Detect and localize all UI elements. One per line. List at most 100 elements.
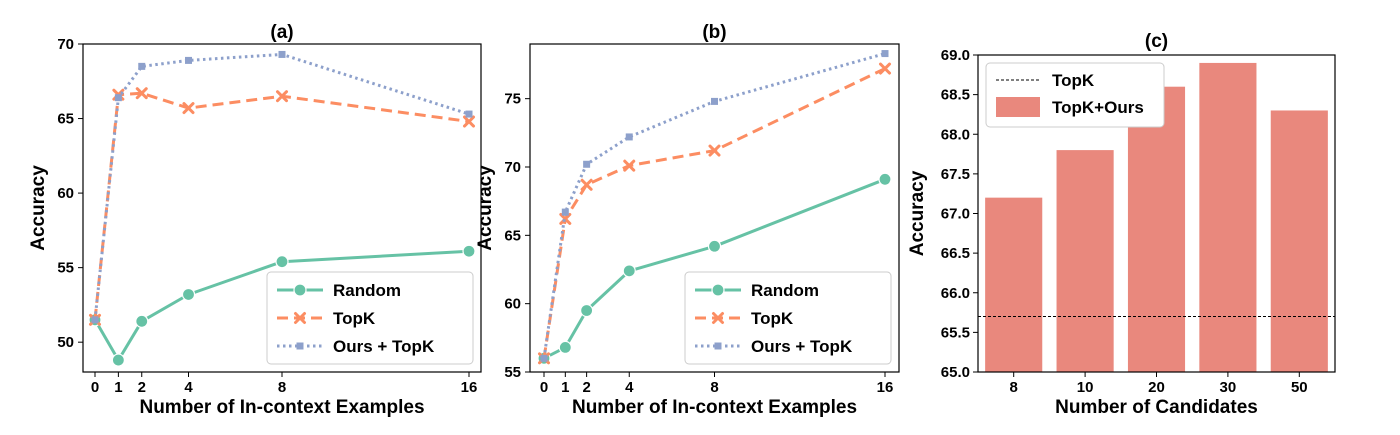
y-tick-label: 66.0 <box>941 285 970 302</box>
data-point-random <box>181 287 196 302</box>
series-line-random <box>93 249 470 362</box>
data-point-topk <box>559 212 572 225</box>
x-tick-label: 50 <box>1291 379 1308 396</box>
data-point-random <box>878 172 892 186</box>
data-point-ours-topk <box>881 50 889 58</box>
y-tick-label: 68.0 <box>941 126 970 143</box>
data-point-random <box>135 314 149 328</box>
data-point-topk <box>463 115 475 128</box>
x-tick-label: 8 <box>710 379 718 396</box>
x-tick-label: 0 <box>91 379 99 396</box>
y-tick-label: 65.0 <box>941 364 970 381</box>
y-axis-label: Accuracy <box>475 165 496 251</box>
data-point-random <box>580 303 594 318</box>
x-tick-label: 16 <box>877 379 894 396</box>
data-point-topk <box>708 144 721 157</box>
y-tick-label: 60 <box>57 185 74 202</box>
x-tick-label: 30 <box>1220 379 1237 396</box>
legend-marker-ours-topk <box>296 342 304 350</box>
data-point-topk <box>135 87 148 100</box>
y-tick-label: 67.0 <box>941 206 970 223</box>
data-point-topk <box>182 102 195 115</box>
y-tick-label: 66.5 <box>941 245 970 262</box>
legend-label-random: Random <box>333 281 401 300</box>
legend-frame <box>266 271 474 365</box>
x-tick-label: 8 <box>1010 379 1018 396</box>
chart-panel-a: (a) 50 55 60 65 70 0 1 2 4 8 16 Number of In-context… <box>28 22 482 418</box>
data-point-ours-topk <box>540 354 548 362</box>
x-tick-label: 2 <box>582 379 590 396</box>
data-point-ours-topk <box>91 316 99 324</box>
bar-20 <box>1127 86 1186 372</box>
bar-50 <box>1270 110 1328 372</box>
x-tick-label: 16 <box>461 379 478 396</box>
data-point-topk <box>623 159 636 172</box>
chart-title: (a) <box>270 22 293 43</box>
series-line-topk <box>93 91 470 320</box>
legend-marker-random <box>293 283 307 297</box>
series-line-topk <box>542 67 886 359</box>
legend-swatch-topk-ours <box>996 97 1040 117</box>
x-axis-label: Number of In-context Examples <box>139 397 424 418</box>
series-line-ours-topk <box>93 52 470 320</box>
legend-label-topk: TopK <box>751 309 794 328</box>
data-point-random <box>275 255 289 269</box>
legend-label-topk-ours: TopK+Ours <box>1052 98 1144 117</box>
data-point-ours-topk <box>625 133 633 141</box>
chart-panel-c: (c) 65.0 65.5 66.0 66.5 67.0 67.5 68.0 68.5 69.0 8… <box>907 31 1336 418</box>
chart-title: (b) <box>702 22 726 43</box>
legend-frame <box>684 271 892 365</box>
legend-label-random: Random <box>751 281 819 300</box>
data-point-random <box>707 239 722 253</box>
series-line-ours-topk <box>542 52 886 359</box>
y-tick-label: 55 <box>57 260 74 277</box>
y-tick-label: 69.0 <box>941 47 970 64</box>
x-tick-label: 4 <box>625 379 634 396</box>
data-point-random <box>622 264 636 278</box>
data-point-ours-topk <box>138 62 146 70</box>
x-tick-label: 4 <box>184 379 193 396</box>
x-tick-label: 0 <box>540 379 548 396</box>
y-tick-label: 55 <box>504 364 521 381</box>
y-tick-label: 65 <box>504 227 521 244</box>
y-axis-label: Accuracy <box>28 165 49 251</box>
legend-label-topk: TopK <box>1052 71 1095 90</box>
chart-panel-b: (b) 55 60 65 70 75 0 1 2 4 8 16 Number of In-context… <box>475 22 900 418</box>
x-tick-label: 1 <box>114 379 122 396</box>
data-point-ours-topk <box>583 160 591 168</box>
legend: Random TopK Ours + TopK <box>266 271 474 365</box>
y-tick-label: 60 <box>504 296 521 313</box>
x-axis-label: Number of Candidates <box>1055 397 1258 418</box>
y-tick-label: 70 <box>57 36 74 53</box>
x-tick-label: 10 <box>1077 379 1094 396</box>
x-tick-label: 2 <box>138 379 146 396</box>
data-point-ours-topk <box>711 97 718 105</box>
data-point-ours-topk <box>561 208 569 216</box>
x-tick-label: 20 <box>1148 379 1165 396</box>
legend-label-ours-topk: Ours + TopK <box>751 337 853 356</box>
y-tick-label: 65.5 <box>941 324 970 341</box>
data-point-topk <box>879 62 891 75</box>
legend-label-ours-topk: Ours + TopK <box>333 337 435 356</box>
data-point-topk <box>276 90 288 103</box>
legend-marker-topk <box>712 312 724 324</box>
series-ours-topk <box>540 50 889 362</box>
x-tick-label: 8 <box>278 379 286 396</box>
y-tick-label: 75 <box>504 91 521 108</box>
series-ours-topk <box>91 50 473 324</box>
bar-30 <box>1199 62 1257 373</box>
legend-marker-topk <box>294 312 306 324</box>
data-point-random <box>558 340 572 354</box>
legend: Random TopK Ours + TopK <box>684 271 892 365</box>
data-point-topk <box>580 178 593 191</box>
x-axis-label: Number of In-context Examples <box>572 397 857 418</box>
data-point-ours-topk <box>278 50 286 58</box>
data-point-ours-topk <box>465 110 473 118</box>
bar-8 <box>985 197 1043 372</box>
y-tick-label: 70 <box>504 159 521 176</box>
legend: TopK TopK+Ours <box>985 62 1165 128</box>
x-tick-label: 1 <box>561 379 569 396</box>
legend-label-topk: TopK <box>333 309 376 328</box>
y-tick-label: 68.5 <box>941 87 970 104</box>
